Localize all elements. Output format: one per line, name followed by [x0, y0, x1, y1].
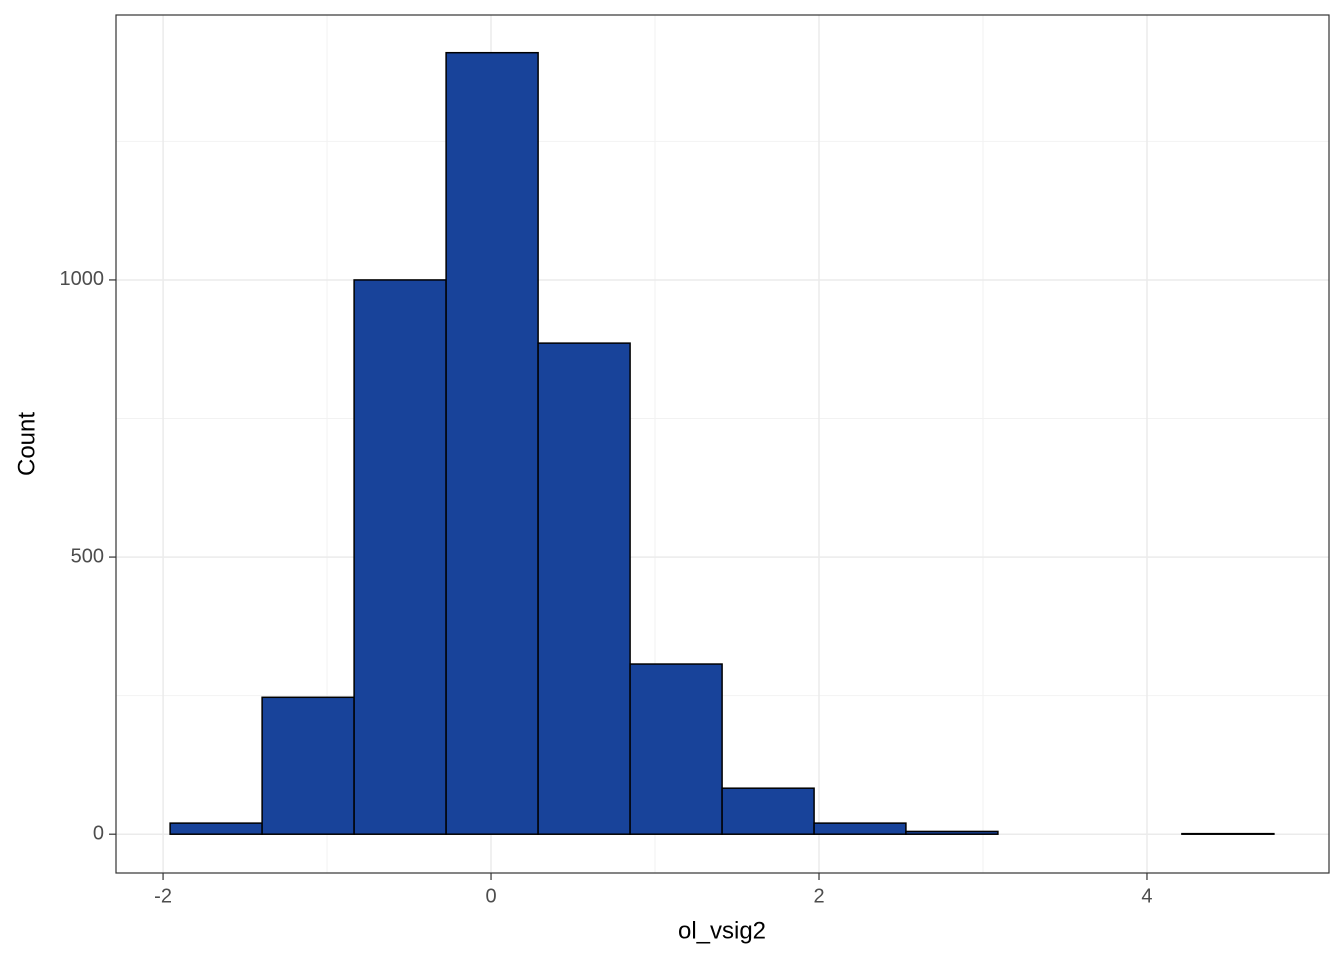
x-axis-title: ol_vsig2 [678, 917, 766, 944]
y-axis-title: Count [13, 412, 40, 476]
bar [353, 279, 447, 835]
bar [537, 342, 631, 835]
panel-border [115, 14, 1330, 874]
x-tick-label: 2 [813, 885, 824, 907]
bar [721, 787, 815, 835]
y-tick-label: 500 [71, 545, 104, 567]
bars [169, 51, 1275, 835]
x-tick-label: 0 [485, 885, 496, 907]
bar [1181, 832, 1275, 835]
bar [261, 696, 355, 835]
bar [905, 830, 999, 835]
y-tick-label: 1000 [60, 268, 105, 290]
bar [813, 822, 907, 835]
y-tick-label: 0 [93, 822, 104, 844]
x-tick-label: -2 [154, 885, 172, 907]
bar [445, 51, 539, 835]
bar [629, 663, 723, 835]
bar [169, 822, 263, 835]
x-tick-label: 4 [1141, 885, 1152, 907]
